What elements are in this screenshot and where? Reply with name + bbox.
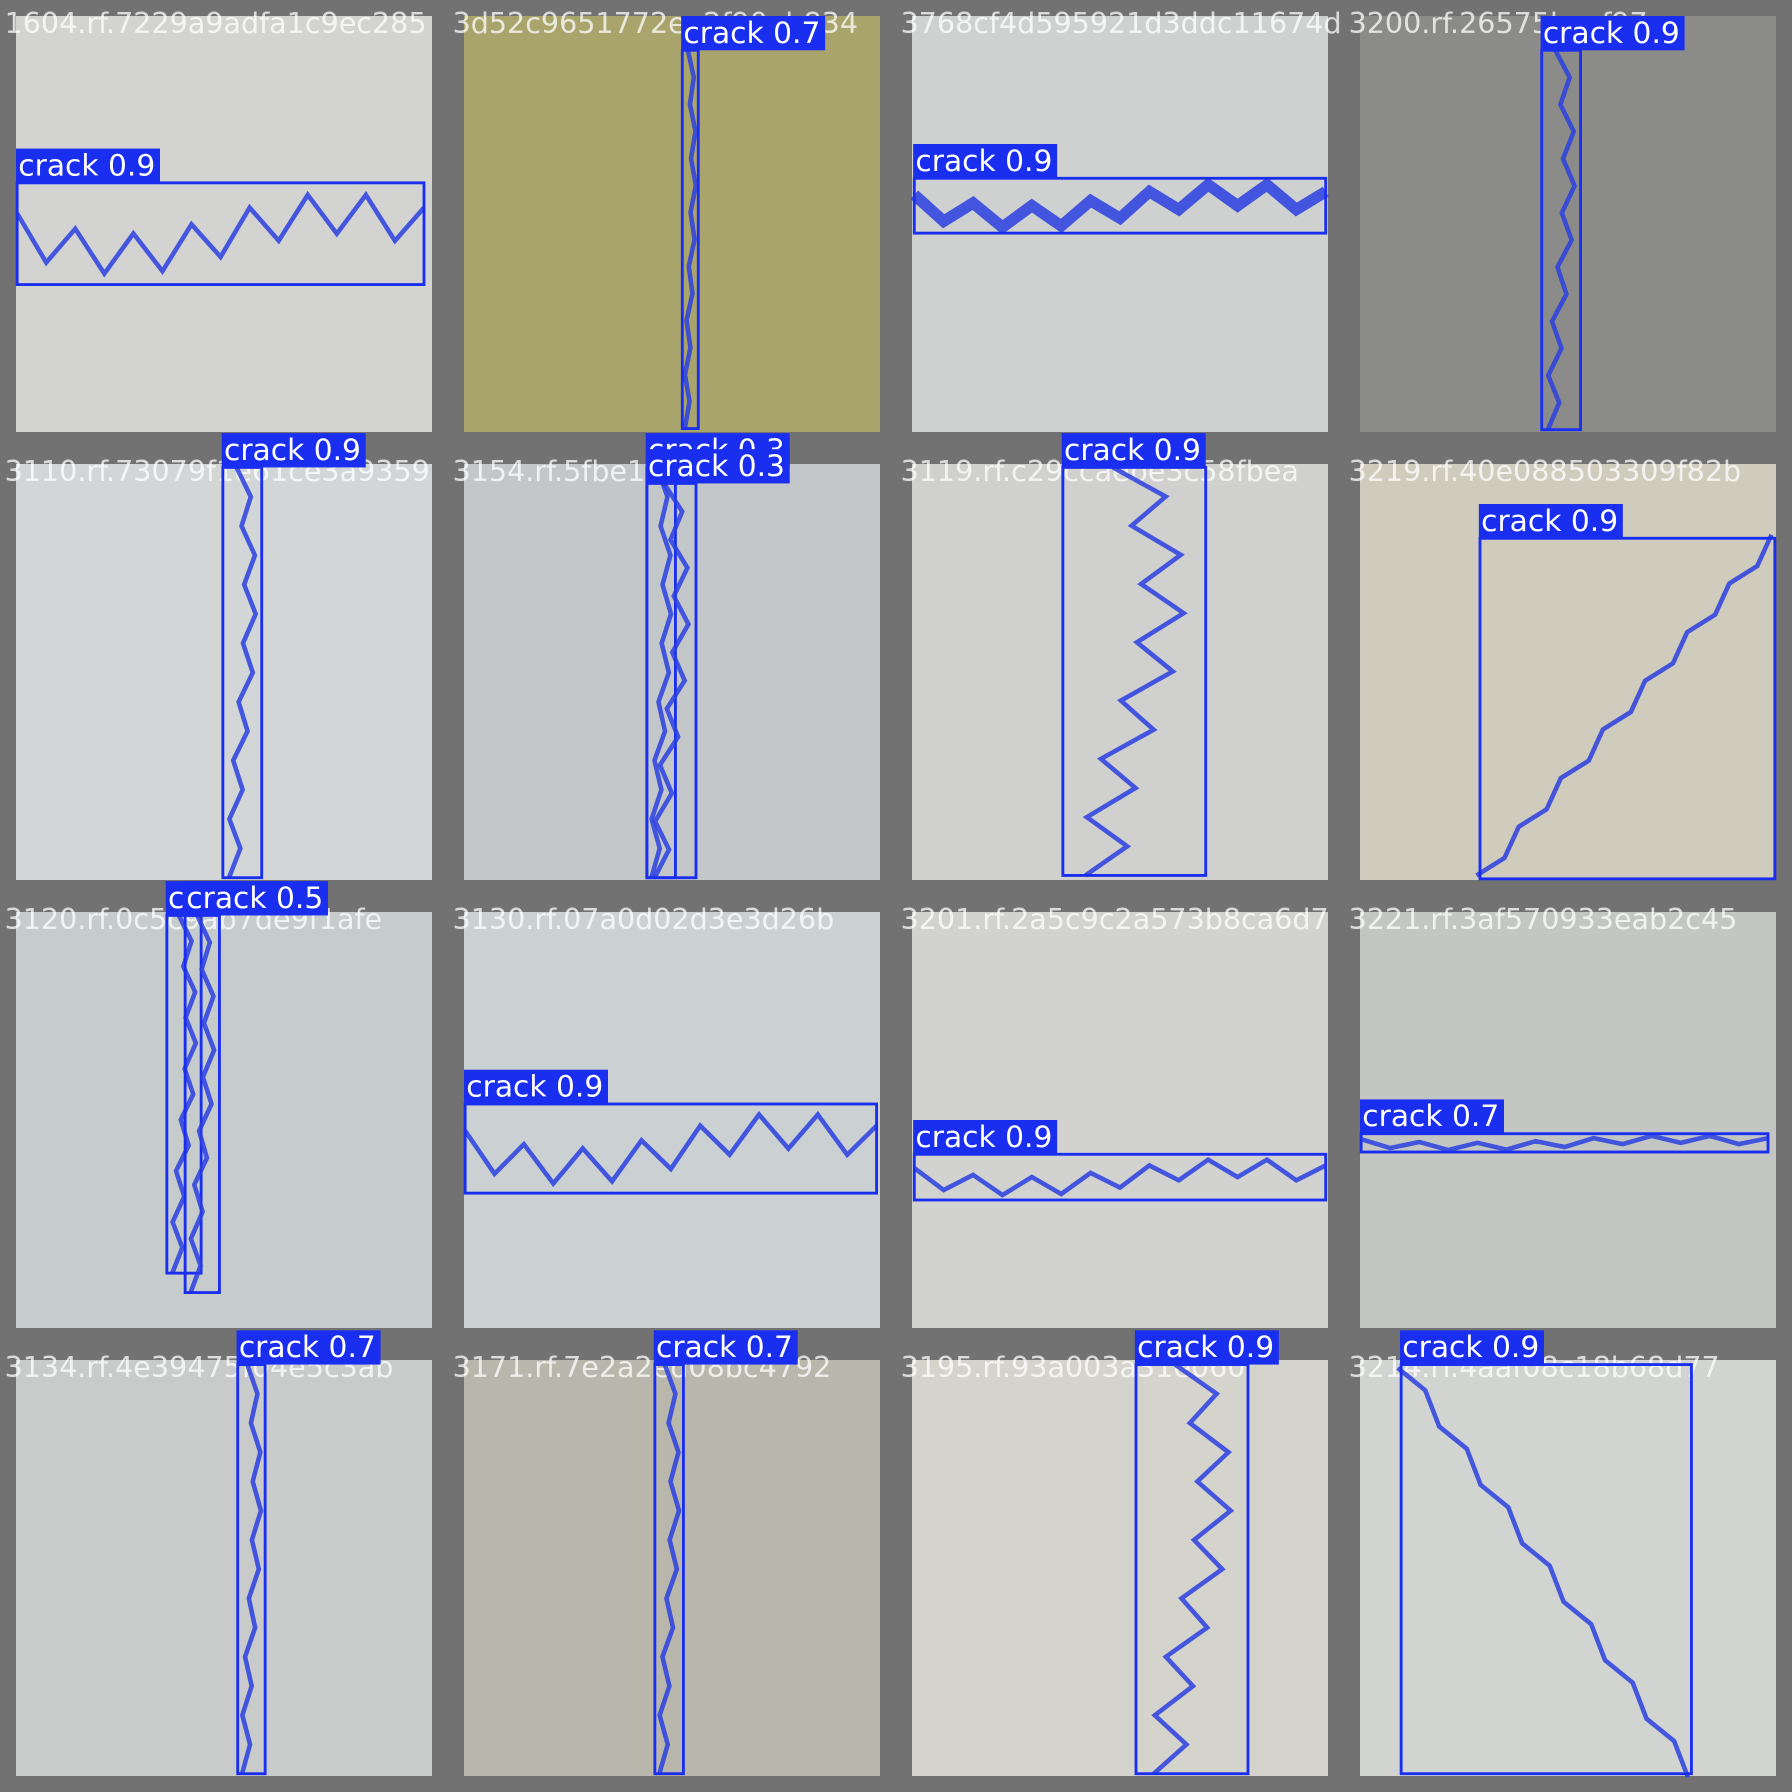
bounding-box xyxy=(463,1102,878,1195)
detection-label: crack 0.7 xyxy=(239,1330,376,1365)
crack-mask xyxy=(1475,533,1774,878)
filename: 3219.rf.40e088503309f82b xyxy=(1349,454,1742,488)
bounding-box xyxy=(15,181,426,286)
tile-image xyxy=(464,1360,880,1776)
detection-label: crack 0.9 xyxy=(915,1120,1052,1155)
crack-mask xyxy=(652,482,692,879)
tile: 3195.rf.93a003a31e060 xyxy=(901,1350,1328,1776)
crack-mask xyxy=(226,466,259,879)
label-bg xyxy=(464,1069,608,1104)
crack-mask xyxy=(463,1110,879,1188)
crack-mask xyxy=(1360,1133,1769,1153)
label-bg xyxy=(913,144,1058,179)
label-bg xyxy=(1540,16,1685,51)
tile: 3768cf4d595921d3ddc11674d xyxy=(901,6,1342,432)
filename: 3110.rf.73079f1e61ce3a9359 xyxy=(5,454,430,488)
label-bg xyxy=(184,881,328,916)
tile: 3110.rf.73079f1e61ce3a9359 xyxy=(5,454,432,880)
bounding-box xyxy=(1399,1363,1693,1776)
filename: 3768cf4d595921d3ddc11674d xyxy=(901,6,1342,40)
crack-mask xyxy=(657,1363,682,1775)
detection-label: crack 0.9 xyxy=(18,148,155,183)
filename: 3130.rf.07a0d02d3e3d26b xyxy=(453,902,835,936)
detection-label: crack 0.9 xyxy=(1481,504,1618,539)
tile: 3134.rf.4e39475f04e5c3ab xyxy=(5,1350,432,1776)
tile: 3120.rf.0c5c9ab7de9f1afe xyxy=(5,902,432,1328)
detection-label: crack 0.7 xyxy=(683,16,820,51)
tile-image xyxy=(464,16,880,432)
filename: 3201.rf.2a5c9c2a573b8ca6d7 xyxy=(901,902,1329,936)
tile: 3171.rf.7e2a2ed08bc4792 xyxy=(453,1350,880,1776)
crack-mask xyxy=(912,1156,1327,1198)
label-bg xyxy=(645,449,790,484)
detection-label: crack 0.5 xyxy=(186,881,323,916)
filename: 3221.rf.3af570933eab2c45 xyxy=(1349,902,1738,936)
label-bg xyxy=(236,1330,381,1365)
tile-image xyxy=(464,464,880,880)
crack-mask xyxy=(649,466,674,879)
label-bg xyxy=(1360,1099,1504,1134)
detection-label: crack 0.9 xyxy=(1543,16,1680,51)
crack-mask xyxy=(188,914,217,1294)
crack-mask xyxy=(1151,1362,1235,1776)
detection-label: crack 0.7 xyxy=(1362,1099,1499,1134)
crack-mask xyxy=(239,1363,264,1775)
tile-image xyxy=(16,16,432,432)
label-bg xyxy=(221,433,366,468)
tile-image xyxy=(464,912,880,1328)
tile-image xyxy=(16,1360,432,1776)
tile: 3214.rf.4aaf08c18b68d77 xyxy=(1349,1350,1776,1776)
crack-mask xyxy=(1082,465,1188,878)
detection-label: crack 0.3 xyxy=(648,449,785,484)
label-bg xyxy=(1478,504,1623,539)
detection-label: crack 0.9 xyxy=(1137,1330,1274,1365)
bounding-box xyxy=(1478,536,1777,881)
crack-mask xyxy=(1396,1366,1691,1778)
tile: 1604.rf.7229a9adfa1c9ec285 xyxy=(5,6,432,432)
tile: 3201.rf.2a5c9c2a573b8ca6d7 xyxy=(901,902,1329,1328)
bounding-box xyxy=(912,1152,1328,1202)
detection-label: crack 0.9 xyxy=(466,1069,603,1104)
tile: 3d52c9651772ea2f90eb834 xyxy=(453,6,880,432)
detection-label: crack 0.9 xyxy=(224,433,361,468)
crack-mask xyxy=(15,190,426,278)
detection-label: crack 0.9 xyxy=(915,144,1052,179)
label-bg xyxy=(653,1330,798,1365)
label-bg xyxy=(681,16,826,51)
bounding-box xyxy=(1359,1132,1770,1154)
detection-label: crack 0.9 xyxy=(1064,433,1201,468)
label-bg xyxy=(1400,1330,1544,1365)
tile-image xyxy=(16,912,432,1328)
crack-mask xyxy=(170,914,199,1274)
crack-mask xyxy=(682,49,699,429)
tile-image xyxy=(912,464,1328,880)
tile-image xyxy=(1360,1360,1776,1776)
detection-label: crack 0.7 xyxy=(656,1330,793,1365)
detection-label: crack 0.9 xyxy=(1402,1330,1539,1365)
filename: 1604.rf.7229a9adfa1c9ec285 xyxy=(5,6,427,40)
crack-mask xyxy=(1545,49,1578,431)
label-bg xyxy=(1134,1330,1279,1365)
label-bg xyxy=(1061,433,1206,468)
tile-image xyxy=(912,1360,1328,1776)
crack-mask xyxy=(910,177,1329,235)
bounding-box xyxy=(912,176,1328,235)
tile: 3119.rf.c29ccaebe3c58fbea xyxy=(901,454,1328,880)
label-bg xyxy=(913,1120,1058,1155)
label-bg xyxy=(16,148,160,183)
